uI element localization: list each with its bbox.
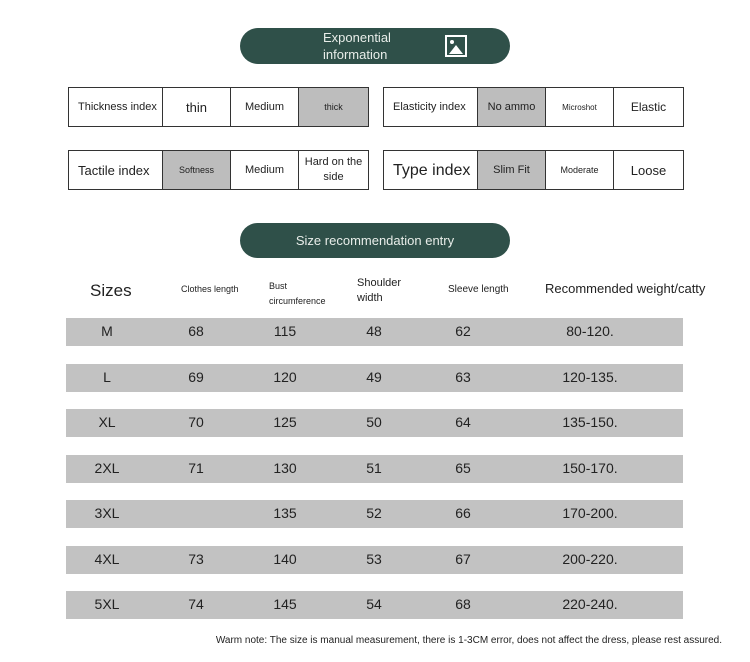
cell-shoulder: 53	[366, 550, 382, 567]
cell-shoulder: 51	[366, 459, 382, 476]
cell-bust: 140	[273, 550, 297, 567]
cell-bust: 115	[273, 323, 297, 339]
cell-size: 4XL	[94, 550, 120, 567]
index-option: thick	[299, 88, 368, 126]
header-clothes-length: Clothes length	[181, 284, 239, 294]
cell-weight: 200-220.	[562, 550, 618, 567]
index-option: Moderate	[546, 151, 614, 189]
cell-sleeve: 65	[455, 459, 471, 476]
cell-size: 5XL	[94, 596, 120, 612]
index-label: Elasticity index	[384, 88, 478, 126]
cell-size: L	[103, 368, 111, 385]
table-row: M 68 115 48 62 80-120.	[66, 318, 683, 346]
cell-clothes-length: 71	[188, 459, 204, 476]
cell-weight: 170-200.	[562, 505, 618, 521]
cell-clothes-length: 68	[188, 323, 204, 339]
cell-clothes-length: 74	[188, 596, 204, 612]
cell-shoulder: 49	[366, 368, 382, 385]
cell-shoulder: 52	[366, 505, 382, 521]
index-box: Elasticity index No ammo Microshot Elastic	[383, 87, 684, 127]
cell-shoulder: 50	[366, 414, 382, 430]
table-row: L 69 120 49 63 120-135.	[66, 363, 683, 392]
header-sleeve: Sleeve length	[448, 284, 509, 295]
index-option: Elastic	[630, 99, 667, 114]
index-option: No ammo	[478, 88, 546, 126]
cell-weight: 150-170.	[562, 459, 618, 476]
cell-weight: 80-120.	[566, 323, 614, 339]
cell-bust: 130	[273, 459, 297, 476]
section-header-exponential-information: Exponential information	[240, 28, 510, 64]
section-title: Size recommendation entry	[295, 233, 455, 248]
header-bust: Bust circumference	[269, 281, 326, 306]
index-label: Tactile index	[69, 151, 163, 189]
cell-clothes-length: 69	[188, 368, 204, 385]
cell-bust: 125	[273, 414, 297, 430]
cell-sleeve: 68	[455, 596, 471, 612]
cell-shoulder: 48	[366, 323, 382, 339]
cell-weight: 220-240.	[562, 596, 618, 612]
index-option: thin	[163, 88, 231, 126]
index-option: Softness	[163, 151, 231, 189]
section-title: Exponential information	[323, 30, 391, 62]
cell-sleeve: 63	[455, 368, 471, 385]
cell-sleeve: 66	[455, 505, 471, 521]
cell-weight: 120-135.	[562, 368, 618, 385]
header-weight: Recommended weight/catty	[545, 281, 706, 296]
cell-sleeve: 67	[455, 550, 471, 567]
cell-size: XL	[98, 414, 116, 430]
index-option: Medium	[231, 88, 299, 126]
section-header-size-recommendation: Size recommendation entry	[240, 223, 510, 258]
index-option: Medium	[231, 151, 299, 189]
cell-bust: 120	[273, 368, 297, 385]
cell-shoulder: 54	[366, 596, 382, 612]
table-row: 5XL 74 145 54 68 220-240.	[66, 591, 683, 619]
cell-size: M	[101, 323, 113, 339]
index-label: Thickness index	[69, 88, 163, 126]
index-box: Type index Slim Fit Moderate Loose	[383, 150, 684, 190]
cell-size: 2XL	[94, 459, 120, 476]
table-row: 3XL 135 52 66 170-200.	[66, 500, 683, 528]
warm-note: Warm note: The size is manual measuremen…	[215, 635, 722, 646]
index-option: Loose	[630, 162, 667, 178]
cell-clothes-length: 70	[188, 414, 204, 430]
cell-weight: 135-150.	[562, 414, 618, 430]
cell-bust: 135	[273, 505, 297, 521]
index-label: Type index	[384, 151, 478, 189]
cell-bust: 145	[273, 596, 297, 612]
index-box: Thickness index thin Medium thick	[68, 87, 369, 127]
image-icon	[445, 35, 467, 57]
header-sizes: Sizes	[90, 281, 132, 300]
index-box: Tactile index Softness Medium Hard on the s…	[68, 150, 369, 190]
cell-sleeve: 62	[455, 323, 471, 339]
index-option: Hard on the side	[304, 156, 363, 183]
cell-clothes-length: 73	[188, 550, 204, 567]
table-row: 4XL 73 140 53 67 200-220.	[66, 545, 683, 574]
index-option: Slim Fit	[478, 151, 546, 189]
table-row: XL 70 125 50 64 135-150.	[66, 409, 683, 437]
index-option: Microshot	[546, 88, 614, 126]
cell-sleeve: 64	[455, 414, 471, 430]
cell-size: 3XL	[94, 505, 120, 521]
table-row: 2XL 71 130 51 65 150-170.	[66, 454, 683, 483]
header-shoulder: Shoulder width	[357, 277, 402, 304]
